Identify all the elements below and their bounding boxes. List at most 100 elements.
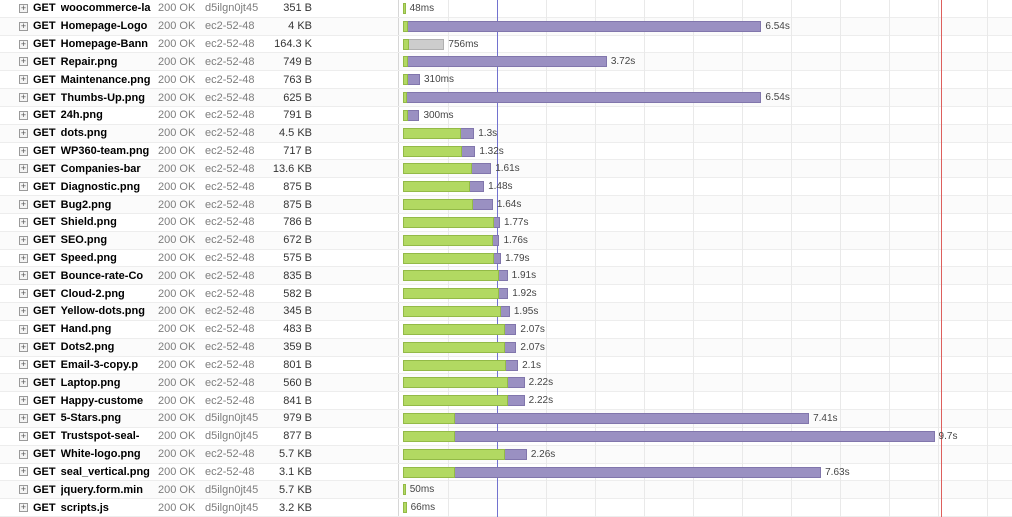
expand-icon[interactable] <box>19 217 28 227</box>
request-row[interactable]: GET Companies-bar 200 OK ec2-52-48 13.6 … <box>0 160 1012 179</box>
waterfall-bar[interactable] <box>403 484 406 496</box>
expand-icon[interactable] <box>19 93 28 103</box>
expand-icon[interactable] <box>19 164 28 174</box>
waterfall-bar[interactable] <box>403 199 493 211</box>
expand-icon[interactable] <box>19 413 28 423</box>
waterfall-bar[interactable] <box>403 145 476 157</box>
request-row[interactable]: GET Trustspot-seal- 200 OK d5ilgn0jt45 8… <box>0 427 1012 446</box>
waterfall-bar[interactable] <box>403 466 822 478</box>
waterfall-bar[interactable] <box>403 448 527 460</box>
expand-icon[interactable] <box>19 235 28 245</box>
expand-icon[interactable] <box>19 21 28 31</box>
request-name-cell[interactable]: GET Trustspot-seal- <box>0 428 155 445</box>
waterfall-bar[interactable] <box>403 20 762 32</box>
waterfall-bar[interactable] <box>403 323 517 335</box>
request-row[interactable]: GET Cloud-2.png 200 OK ec2-52-48 582 B 1… <box>0 285 1012 304</box>
request-name-cell[interactable]: GET seal_vertical.png <box>0 464 155 481</box>
waterfall-bar[interactable] <box>403 3 406 14</box>
request-name-cell[interactable]: GET dots.png <box>0 125 155 142</box>
expand-icon[interactable] <box>19 200 28 210</box>
request-row[interactable]: GET Yellow-dots.png 200 OK ec2-52-48 345… <box>0 303 1012 321</box>
expand-icon[interactable] <box>19 110 28 120</box>
request-row[interactable]: GET Happy-custome 200 OK ec2-52-48 841 B… <box>0 392 1012 411</box>
expand-icon[interactable] <box>19 378 28 388</box>
request-row[interactable]: GET woocommerce-la 200 OK d5ilgn0jt45 35… <box>0 0 1012 18</box>
request-row[interactable]: GET dots.png 200 OK ec2-52-48 4.5 KB 1.3… <box>0 124 1012 143</box>
request-name-cell[interactable]: GET Companies-bar <box>0 160 155 177</box>
expand-icon[interactable] <box>19 342 28 352</box>
waterfall-bar[interactable] <box>403 288 509 300</box>
request-row[interactable]: GET White-logo.png 200 OK ec2-52-48 5.7 … <box>0 445 1012 464</box>
request-name-cell[interactable]: GET Homepage-Logo <box>0 18 155 35</box>
expand-icon[interactable] <box>19 431 28 441</box>
waterfall-bar[interactable] <box>403 341 517 353</box>
expand-icon[interactable] <box>19 75 28 85</box>
request-name-cell[interactable]: GET Thumbs-Up.png <box>0 89 155 106</box>
waterfall-bar[interactable] <box>403 181 485 193</box>
expand-icon[interactable] <box>19 128 28 138</box>
request-name-cell[interactable]: GET Happy-custome <box>0 392 155 409</box>
request-row[interactable]: GET jquery.form.min 200 OK d5ilgn0jt45 5… <box>0 481 1012 500</box>
expand-icon[interactable] <box>19 182 28 192</box>
request-row[interactable]: GET Thumbs-Up.png 200 OK ec2-52-48 625 B… <box>0 89 1012 107</box>
waterfall-bar[interactable] <box>403 92 762 104</box>
waterfall-bar[interactable] <box>403 430 935 442</box>
request-name-cell[interactable]: GET Yellow-dots.png <box>0 303 155 320</box>
request-name-cell[interactable]: GET Maintenance.png <box>0 71 155 88</box>
waterfall-bar[interactable] <box>403 163 492 175</box>
request-row[interactable]: GET 24h.png 200 OK ec2-52-48 791 B 300ms <box>0 106 1012 125</box>
waterfall-bar[interactable] <box>403 252 502 264</box>
request-row[interactable]: GET Speed.png 200 OK ec2-52-48 575 B 1.7… <box>0 249 1012 268</box>
request-row[interactable]: GET 5-Stars.png 200 OK d5ilgn0jt45 979 B… <box>0 410 1012 428</box>
request-name-cell[interactable]: GET Diagnostic.png <box>0 178 155 195</box>
request-row[interactable]: GET Shield.png 200 OK ec2-52-48 786 B 1.… <box>0 213 1012 232</box>
expand-icon[interactable] <box>19 503 28 513</box>
waterfall-bar[interactable] <box>403 502 407 514</box>
request-row[interactable]: GET Laptop.png 200 OK ec2-52-48 560 B 2.… <box>0 374 1012 393</box>
request-row[interactable]: GET Homepage-Bann 200 OK ec2-52-48 164.3… <box>0 35 1012 54</box>
request-row[interactable]: GET Bug2.png 200 OK ec2-52-48 875 B 1.64… <box>0 196 1012 214</box>
expand-icon[interactable] <box>19 253 28 263</box>
request-name-cell[interactable]: GET Dots2.png <box>0 339 155 356</box>
expand-icon[interactable] <box>19 360 28 370</box>
request-name-cell[interactable]: GET 24h.png <box>0 107 155 124</box>
request-name-cell[interactable]: GET Cloud-2.png <box>0 285 155 302</box>
expand-icon[interactable] <box>19 146 28 156</box>
request-row[interactable]: GET Diagnostic.png 200 OK ec2-52-48 875 … <box>0 178 1012 197</box>
request-name-cell[interactable]: GET Repair.png <box>0 53 155 70</box>
request-row[interactable]: GET Maintenance.png 200 OK ec2-52-48 763… <box>0 71 1012 90</box>
waterfall-bar[interactable] <box>403 109 420 121</box>
waterfall-bar[interactable] <box>403 56 607 68</box>
waterfall-bar[interactable] <box>403 38 445 50</box>
request-name-cell[interactable]: GET Email-3-copy.p <box>0 357 155 374</box>
request-name-cell[interactable]: GET White-logo.png <box>0 446 155 463</box>
expand-icon[interactable] <box>19 271 28 281</box>
request-row[interactable]: GET Bounce-rate-Co 200 OK ec2-52-48 835 … <box>0 267 1012 286</box>
waterfall-bar[interactable] <box>403 234 500 246</box>
expand-icon[interactable] <box>19 467 28 477</box>
expand-icon[interactable] <box>19 324 28 334</box>
request-name-cell[interactable]: GET Speed.png <box>0 250 155 267</box>
request-name-cell[interactable]: GET 5-Stars.png <box>0 410 155 427</box>
request-row[interactable]: GET Email-3-copy.p 200 OK ec2-52-48 801 … <box>0 356 1012 375</box>
waterfall-bar[interactable] <box>403 127 475 139</box>
request-name-cell[interactable]: GET Hand.png <box>0 321 155 338</box>
request-name-cell[interactable]: GET jquery.form.min <box>0 481 155 498</box>
waterfall-bar[interactable] <box>403 413 810 425</box>
request-name-cell[interactable]: GET scripts.js <box>0 499 155 516</box>
expand-icon[interactable] <box>19 39 28 49</box>
request-name-cell[interactable]: GET Laptop.png <box>0 374 155 391</box>
request-name-cell[interactable]: GET WP360-team.png <box>0 143 155 160</box>
waterfall-bar[interactable] <box>403 395 525 407</box>
expand-icon[interactable] <box>19 289 28 299</box>
expand-icon[interactable] <box>19 3 28 13</box>
request-row[interactable]: GET Hand.png 200 OK ec2-52-48 483 B 2.07… <box>0 320 1012 339</box>
waterfall-bar[interactable] <box>403 306 510 318</box>
request-row[interactable]: GET scripts.js 200 OK d5ilgn0jt45 3.2 KB… <box>0 499 1012 517</box>
request-name-cell[interactable]: GET Bug2.png <box>0 196 155 213</box>
request-row[interactable]: GET Homepage-Logo 200 OK ec2-52-48 4 KB … <box>0 17 1012 36</box>
expand-icon[interactable] <box>19 485 28 495</box>
waterfall-bar[interactable] <box>403 270 508 282</box>
expand-icon[interactable] <box>19 306 28 316</box>
request-name-cell[interactable]: GET SEO.png <box>0 232 155 249</box>
